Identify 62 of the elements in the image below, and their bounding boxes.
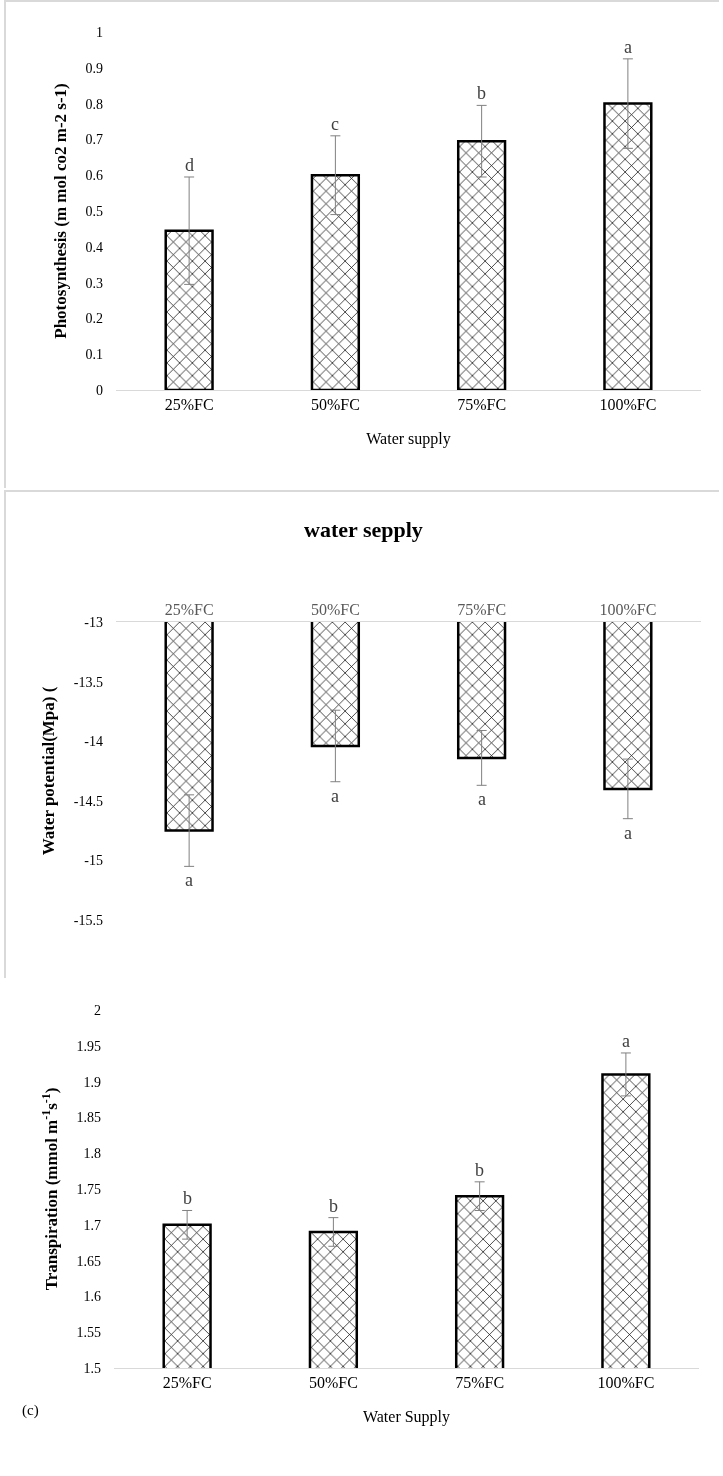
x-tick-label: 75%FC	[455, 1374, 505, 1392]
x-tick-label: 100%FC	[597, 1374, 655, 1392]
annotation: a	[185, 870, 193, 890]
y-tick-label: 0.3	[85, 275, 103, 291]
y-tick-label: 1.65	[76, 1253, 101, 1269]
y-tick-label: 0.2	[85, 311, 103, 327]
y-tick-label: -13.5	[73, 674, 103, 690]
y-tick-label: 0.5	[85, 203, 103, 219]
annotation: a	[622, 1031, 630, 1051]
x-tick-label: 75%FC	[457, 396, 507, 414]
x-tick-label: 50%FC	[310, 600, 360, 618]
y-tick-label: 0.4	[85, 239, 103, 255]
y-tick-label: 0.6	[85, 168, 103, 184]
y-axis-title: Water potential(Mpa) (	[39, 686, 59, 856]
x-tick-label: 25%FC	[162, 1374, 212, 1392]
x-tick-label: 50%FC	[310, 396, 360, 414]
x-tick-label: 25%FC	[164, 600, 214, 618]
y-tick-label: 1.9	[83, 1074, 101, 1090]
y-tick-label: 1.5	[83, 1360, 101, 1376]
y-tick-label: 1.75	[76, 1181, 101, 1197]
x-axis-title: Water Supply	[362, 1407, 451, 1426]
annotation: a	[624, 37, 632, 57]
y-tick-label: 0.9	[85, 60, 103, 76]
y-axis-title: Photosynthesis (m mol co2 m-2 s-1)	[51, 83, 71, 339]
annotation: a	[331, 786, 339, 806]
annotation: c	[331, 114, 339, 134]
y-tick-label: -13	[84, 614, 103, 630]
bar	[164, 229, 214, 390]
annotation: d	[185, 155, 194, 175]
y-tick-label: 1.6	[83, 1289, 101, 1305]
y-tick-label: 1.7	[83, 1217, 101, 1233]
y-tick-label: -14	[84, 734, 103, 750]
annotation: b	[475, 1160, 484, 1180]
annotation: b	[477, 83, 486, 103]
y-tick-label: -15.5	[73, 912, 103, 928]
text: (c)	[22, 1402, 39, 1419]
y-tick-label: 1.8	[83, 1146, 101, 1162]
bar	[456, 139, 507, 390]
y-tick-label: 0.7	[85, 132, 103, 148]
bar	[310, 173, 361, 390]
bar	[603, 102, 653, 390]
y-tick-label: 1.95	[76, 1038, 101, 1054]
y-tick-label: -14.5	[73, 793, 103, 809]
x-axis-title: Water supply	[366, 429, 451, 448]
x-tick-label: 100%FC	[599, 396, 657, 414]
chart-title: water sepply	[304, 516, 423, 542]
y-tick-label: 2	[94, 1002, 101, 1018]
x-tick-label: 100%FC	[599, 600, 657, 618]
x-tick-label: 25%FC	[164, 396, 214, 414]
annotation: a	[624, 823, 632, 843]
annotation: a	[478, 789, 486, 809]
y-tick-label: 1	[96, 24, 103, 40]
annotation: b	[183, 1188, 192, 1208]
y-tick-label: 1.55	[76, 1325, 101, 1341]
y-tick-label: 0	[96, 382, 103, 398]
annotation: b	[329, 1196, 338, 1216]
y-tick-label: 0.1	[85, 347, 103, 363]
y-tick-label: 0.8	[85, 96, 103, 112]
y-tick-label: 1.85	[76, 1110, 101, 1126]
x-tick-label: 75%FC	[457, 600, 507, 618]
y-tick-label: -15	[84, 853, 103, 869]
x-tick-label: 50%FC	[308, 1374, 358, 1392]
